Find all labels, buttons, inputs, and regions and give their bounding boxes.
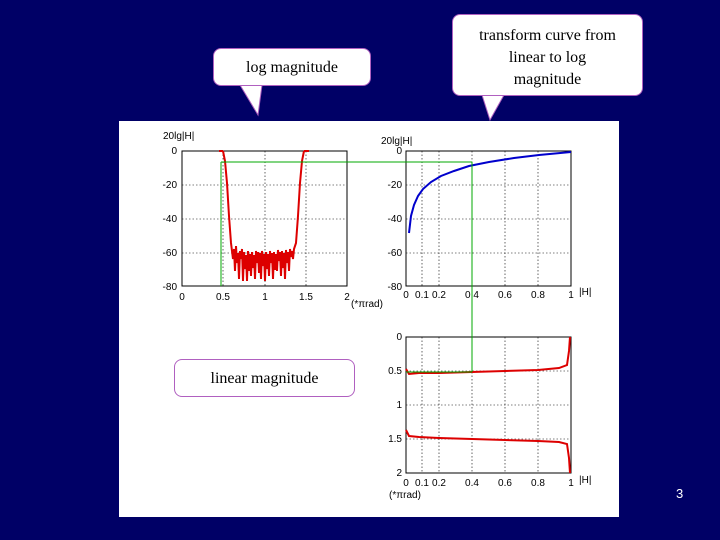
ytick: -60 [163, 248, 178, 259]
ytick: 2 [396, 468, 402, 479]
plots-panel: 20lg|H| 0 -20 -40 -60 -80 0 0.5 1 1.5 2 … [119, 121, 619, 517]
plots-svg: 20lg|H| 0 -20 -40 -60 -80 0 0.5 1 1.5 2 … [163, 131, 592, 501]
transform-callout-line3: magnitude [513, 71, 582, 88]
xlabel-right-bottom: |H| [579, 475, 591, 486]
ytick: 1.5 [388, 434, 402, 445]
plot-linear-magnitude: 0 0.5 1 1.5 2 0 0.1 0.2 0.4 0.6 0.8 1 |H… [388, 332, 591, 501]
plot-log-magnitude: 20lg|H| 0 -20 -40 -60 -80 0 0.5 1 1.5 2 … [163, 131, 383, 310]
xtick: 0 [403, 290, 409, 301]
ylabel-right: 20lg|H| [381, 136, 412, 147]
ylabel-right-bottom: (*πrad) [389, 490, 421, 501]
log-magnitude-text: log magnitude [246, 59, 338, 76]
xtick: 1.5 [299, 292, 313, 303]
xtick: 0.1 [415, 290, 429, 301]
ytick: -20 [163, 180, 178, 191]
plot-transform-curve: 20lg|H| 0 -20 -40 -60 -80 0 0.1 0.2 0.4 … [381, 136, 591, 301]
xtick: 0.6 [498, 290, 512, 301]
ytick: -80 [388, 282, 403, 293]
xtick: 2 [344, 292, 350, 303]
xtick: 0.1 [415, 478, 429, 489]
xtick: 1 [568, 290, 574, 301]
xlabel-left: (*πrad) [351, 299, 383, 310]
ytick: -40 [388, 214, 403, 225]
xtick: 0.8 [531, 290, 545, 301]
plot-frame [405, 150, 572, 287]
log-magnitude-callout: log magnitude [213, 48, 371, 86]
xtick: 0.4 [465, 478, 479, 489]
ytick: 0 [396, 332, 402, 343]
ytick: -20 [388, 180, 403, 191]
xtick: 0.2 [432, 290, 446, 301]
xtick: 0.2 [432, 478, 446, 489]
transform-callout-line2: linear to log [508, 49, 587, 66]
ytick: 0 [171, 146, 177, 157]
ytick: 0.5 [388, 366, 402, 377]
log-response-curve [222, 150, 305, 282]
transform-curve-callout: transform curve from linear to log magni… [452, 14, 643, 96]
ytick: -60 [388, 248, 403, 259]
ytick: -80 [163, 282, 178, 293]
xtick: 1 [262, 292, 268, 303]
xtick: 0.6 [498, 478, 512, 489]
linear-curve-upper [405, 336, 571, 376]
xtick: 0.5 [216, 292, 230, 303]
ytick: 1 [396, 400, 402, 411]
ytick: 0 [396, 146, 402, 157]
plot-frame [181, 150, 348, 287]
ylabel-left: 20lg|H| [163, 131, 194, 142]
ytick: -40 [163, 214, 178, 225]
transform-callout-line1: transform curve from [479, 27, 616, 44]
xtick: 0.8 [531, 478, 545, 489]
xtick: 0 [179, 292, 185, 303]
xlabel-right-top: |H| [579, 287, 591, 298]
linear-magnitude-text: linear magnitude [210, 370, 319, 387]
xtick: 1 [568, 478, 574, 489]
xtick: 0 [403, 478, 409, 489]
log-transform-curve [408, 151, 572, 234]
mapping-guides [220, 161, 473, 373]
linear-magnitude-callout: linear magnitude [174, 359, 355, 397]
linear-curve-lower [405, 429, 571, 474]
page-number: 3 [676, 486, 684, 501]
